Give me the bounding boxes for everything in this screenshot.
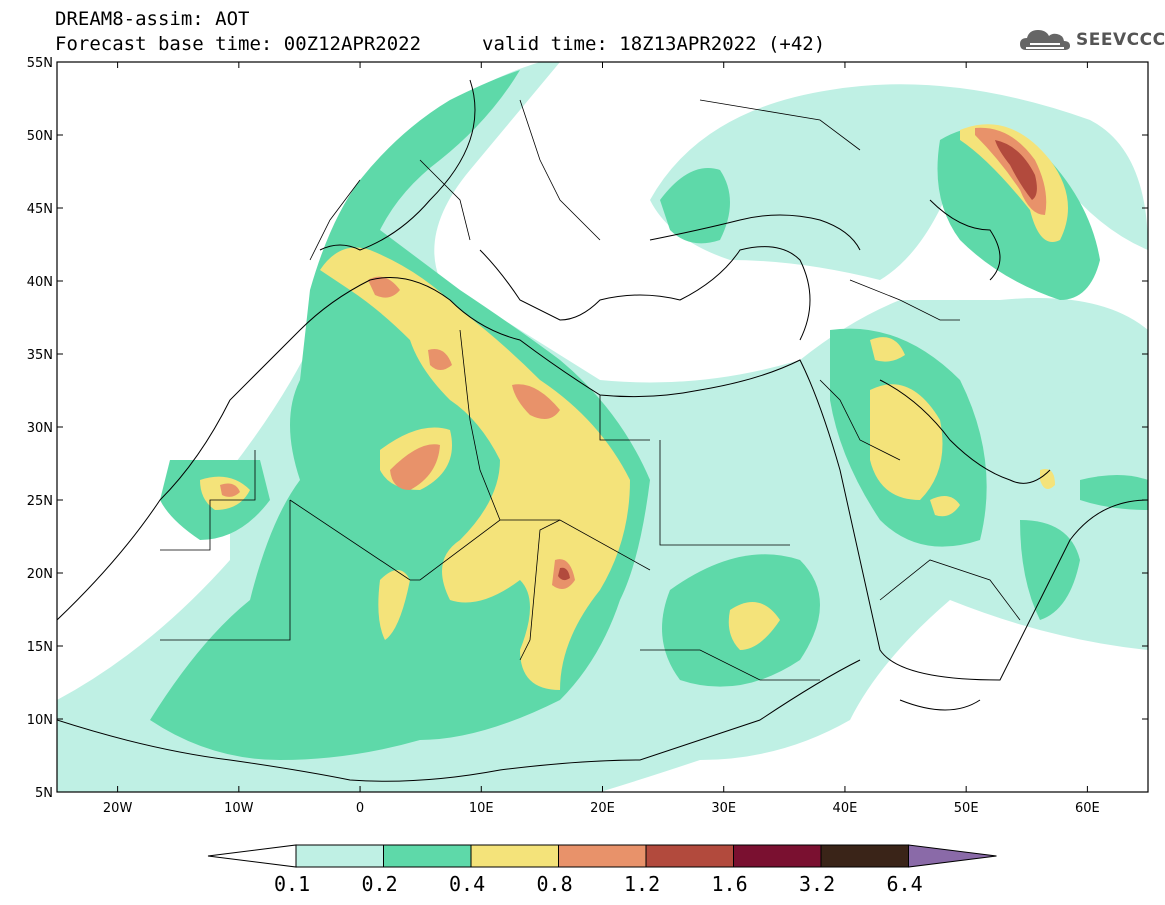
forecast-base-time: Forecast base time: 00Z12APR2022: [55, 33, 422, 55]
colorbar-swatch: [820, 844, 909, 868]
colorbar-max-arrow: [908, 844, 997, 868]
colorbar-label: 1.2: [624, 872, 661, 896]
lat-label: 25N: [27, 494, 53, 509]
longitude-axis: 20W 10W 0 10E 20E 30E 40E 50E 60E: [103, 62, 1100, 816]
latitude-axis: 55N 50N 45N 40N 35N 30N 25N 20N 15N 10N 5N: [27, 56, 1148, 801]
lon-label: 50E: [954, 801, 979, 816]
colorbar-swatch: [733, 844, 822, 868]
cloud-icon: [1020, 30, 1070, 50]
aot-level-1-2: [558, 140, 1037, 581]
colorbar-label: 6.4: [886, 872, 923, 896]
coastlines: [57, 79, 1148, 782]
lon-label: 30E: [711, 801, 736, 816]
lat-label: 5N: [35, 786, 53, 801]
colorbar-swatch: [645, 844, 734, 868]
lon-label: 20W: [103, 801, 133, 816]
lon-label: 10E: [469, 801, 494, 816]
logo-text: SEEVCCC: [1076, 30, 1165, 50]
colorbar-label: 0.8: [536, 872, 573, 896]
lon-label: 0: [356, 801, 364, 816]
lat-label: 45N: [27, 202, 53, 217]
aot-contours: [57, 62, 1148, 792]
colorbar-label: 1.6: [711, 872, 748, 896]
lon-label: 10W: [224, 801, 254, 816]
lon-label: 40E: [833, 801, 858, 816]
lat-label: 20N: [27, 567, 53, 582]
map-title: DREAM8-assim: AOT: [55, 8, 250, 30]
lon-label: 60E: [1075, 801, 1100, 816]
lat-label: 35N: [27, 348, 53, 363]
colorbar-label: 3.2: [799, 872, 836, 896]
colorbar-min-arrow: [207, 844, 297, 868]
colorbar: [207, 844, 997, 868]
colorbar-label: 0.4: [449, 872, 486, 896]
country-borders: [160, 99, 1021, 681]
lat-label: 40N: [27, 275, 53, 290]
valid-time: valid time: 18Z13APR2022 (+42): [482, 33, 826, 55]
colorbar-swatch: [383, 844, 472, 868]
seevccc-logo: SEEVCCC: [1018, 24, 1165, 58]
lon-label: 20E: [590, 801, 615, 816]
colorbar-label: 0.2: [361, 872, 398, 896]
aot-level-0-2: [150, 70, 1148, 760]
colorbar-swatch: [295, 844, 384, 868]
colorbar-swatch: [558, 844, 647, 868]
lat-label: 10N: [27, 713, 53, 728]
lat-label: 30N: [27, 421, 53, 436]
colorbar-swatch: [470, 844, 559, 868]
lat-label: 15N: [27, 640, 53, 655]
lat-label: 55N: [27, 56, 53, 71]
colorbar-label: 0.1: [274, 872, 311, 896]
lat-label: 50N: [27, 129, 53, 144]
